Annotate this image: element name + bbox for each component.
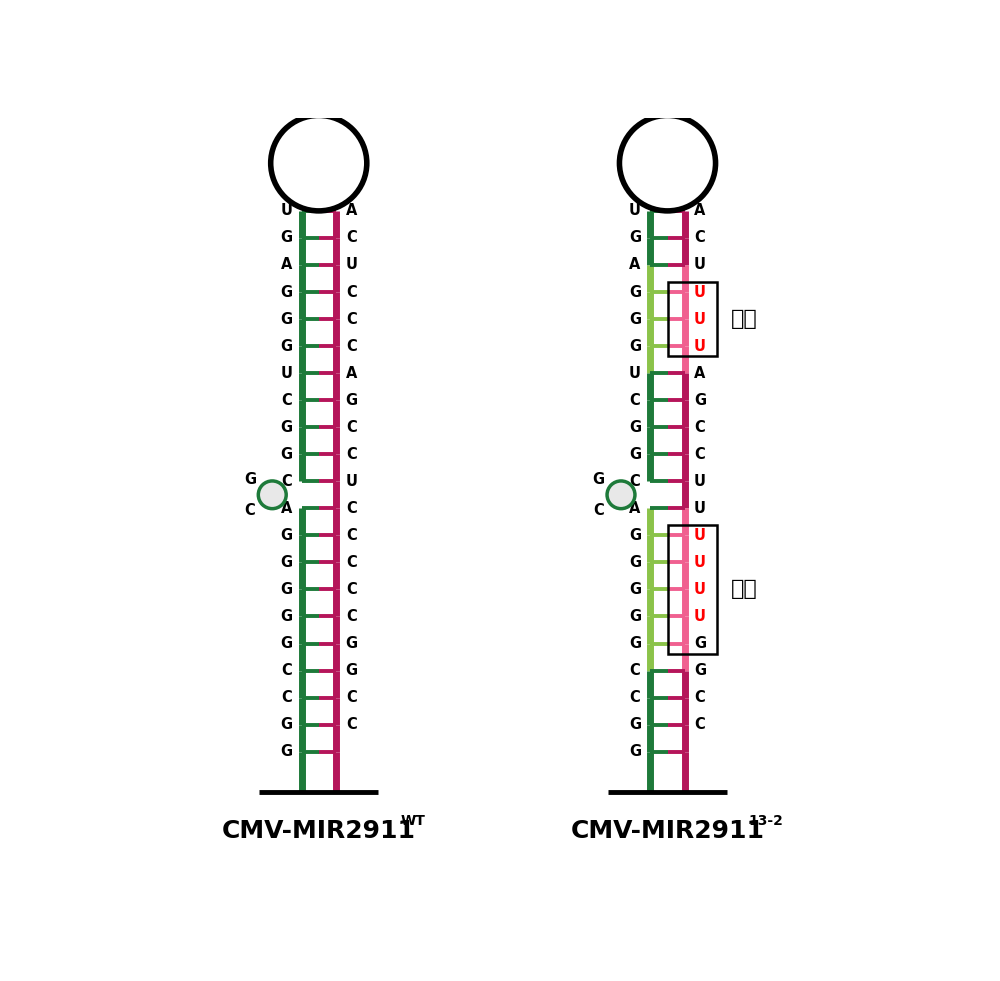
- Text: G: G: [629, 231, 641, 245]
- Text: G: G: [629, 745, 641, 759]
- Text: C: C: [346, 501, 357, 516]
- Text: C: C: [346, 717, 357, 732]
- Text: G: G: [345, 663, 357, 678]
- Text: A: A: [629, 257, 641, 273]
- Text: U: U: [280, 203, 292, 219]
- Text: G: G: [244, 472, 256, 487]
- Text: C: C: [346, 555, 357, 570]
- Text: U: U: [694, 555, 706, 570]
- Text: G: G: [629, 446, 641, 462]
- Text: G: G: [345, 636, 357, 651]
- Text: G: G: [280, 745, 292, 759]
- Text: G: G: [345, 392, 357, 408]
- Text: C: C: [281, 392, 292, 408]
- Text: C: C: [346, 528, 357, 542]
- Text: G: G: [629, 555, 641, 570]
- Text: C: C: [593, 502, 604, 518]
- Text: C: C: [630, 474, 640, 489]
- Text: C: C: [695, 690, 705, 705]
- Text: C: C: [630, 392, 640, 408]
- Text: G: G: [593, 472, 605, 487]
- Text: U: U: [694, 257, 706, 273]
- Text: C: C: [245, 502, 255, 518]
- Text: G: G: [280, 446, 292, 462]
- Text: U: U: [694, 501, 706, 516]
- Text: G: G: [280, 231, 292, 245]
- Text: C: C: [695, 231, 705, 245]
- Text: U: U: [694, 284, 706, 299]
- Text: G: G: [694, 636, 706, 651]
- Text: G: G: [694, 392, 706, 408]
- Bar: [668, 282, 717, 356]
- Circle shape: [258, 481, 286, 509]
- Text: G: G: [280, 528, 292, 542]
- Text: G: G: [629, 284, 641, 299]
- Text: C: C: [281, 690, 292, 705]
- Text: U: U: [694, 609, 706, 624]
- Text: C: C: [346, 312, 357, 327]
- Text: C: C: [346, 284, 357, 299]
- Bar: [668, 525, 717, 653]
- Text: G: G: [629, 609, 641, 624]
- Text: CMV-MIR2911: CMV-MIR2911: [570, 819, 765, 843]
- Text: C: C: [346, 420, 357, 435]
- Text: A: A: [694, 366, 706, 381]
- Text: A: A: [281, 501, 292, 516]
- Text: G: G: [629, 582, 641, 597]
- Text: G: G: [280, 609, 292, 624]
- Text: U: U: [345, 257, 357, 273]
- Text: A: A: [281, 257, 292, 273]
- Text: G: G: [280, 717, 292, 732]
- Text: G: G: [629, 338, 641, 353]
- Text: C: C: [695, 420, 705, 435]
- Text: A: A: [694, 203, 706, 219]
- Circle shape: [607, 481, 635, 509]
- Text: U: U: [694, 338, 706, 353]
- Text: G: G: [280, 555, 292, 570]
- Text: C: C: [346, 582, 357, 597]
- Text: G: G: [280, 636, 292, 651]
- Text: C: C: [630, 663, 640, 678]
- Text: G: G: [629, 636, 641, 651]
- Text: U: U: [629, 203, 641, 219]
- Text: C: C: [346, 231, 357, 245]
- Text: G: G: [280, 284, 292, 299]
- Text: C: C: [630, 690, 640, 705]
- Text: U: U: [629, 366, 641, 381]
- Text: G: G: [280, 420, 292, 435]
- Text: U: U: [280, 366, 292, 381]
- Text: C: C: [695, 717, 705, 732]
- Text: C: C: [346, 690, 357, 705]
- Text: U: U: [694, 474, 706, 489]
- Text: G: G: [629, 528, 641, 542]
- Text: A: A: [629, 501, 641, 516]
- Text: A: A: [346, 203, 357, 219]
- Text: C: C: [346, 338, 357, 353]
- Text: G: G: [629, 717, 641, 732]
- Text: U: U: [694, 528, 706, 542]
- Text: C: C: [346, 609, 357, 624]
- Text: A: A: [346, 366, 357, 381]
- Text: G: G: [629, 420, 641, 435]
- Text: G: G: [280, 582, 292, 597]
- Text: G: G: [280, 338, 292, 353]
- Text: G: G: [694, 663, 706, 678]
- Text: CMV-MIR2911: CMV-MIR2911: [222, 819, 416, 843]
- Text: C: C: [695, 446, 705, 462]
- Text: 突变: 突变: [731, 580, 758, 599]
- Text: 突变: 突变: [731, 309, 758, 329]
- Text: G: G: [280, 312, 292, 327]
- Text: WT: WT: [400, 813, 425, 828]
- Text: C: C: [281, 474, 292, 489]
- Text: C: C: [346, 446, 357, 462]
- Text: U: U: [345, 474, 357, 489]
- Text: G: G: [629, 312, 641, 327]
- Text: U: U: [694, 582, 706, 597]
- Text: U: U: [694, 312, 706, 327]
- Text: 13-2: 13-2: [749, 813, 784, 828]
- Text: C: C: [281, 663, 292, 678]
